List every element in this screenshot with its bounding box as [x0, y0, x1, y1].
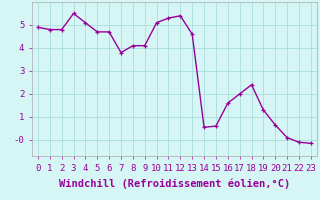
X-axis label: Windchill (Refroidissement éolien,°C): Windchill (Refroidissement éolien,°C) [59, 178, 290, 189]
